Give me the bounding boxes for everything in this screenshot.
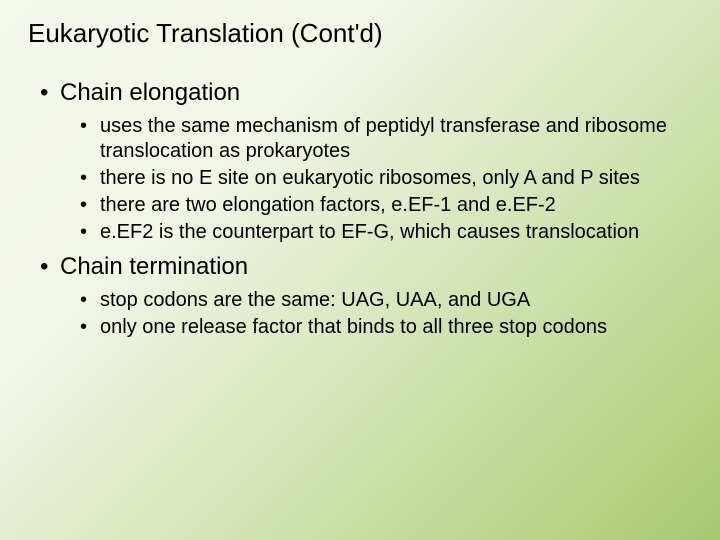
bullet-level1: • — [40, 251, 60, 282]
section-heading: • Chain elongation — [40, 77, 692, 108]
item-text: e.EF2 is the counterpart to EF-G, which … — [100, 220, 672, 245]
bullet-level2: • — [80, 288, 100, 313]
bullet-level2: • — [80, 193, 100, 218]
item-text: there are two elongation factors, e.EF-1… — [100, 193, 672, 218]
list-item: • there is no E site on eukaryotic ribos… — [80, 166, 692, 191]
bullet-level2: • — [80, 220, 100, 245]
item-text: there is no E site on eukaryotic ribosom… — [100, 166, 672, 191]
slide-title: Eukaryotic Translation (Cont'd) — [28, 18, 692, 49]
list-item: • e.EF2 is the counterpart to EF-G, whic… — [80, 220, 692, 245]
bullet-level2: • — [80, 166, 100, 191]
bullet-level1: • — [40, 77, 60, 108]
item-text: uses the same mechanism of peptidyl tran… — [100, 114, 672, 164]
item-text: only one release factor that binds to al… — [100, 315, 672, 340]
list-item: • only one release factor that binds to … — [80, 315, 692, 340]
heading-text: Chain termination — [60, 251, 692, 282]
bullet-level2: • — [80, 315, 100, 340]
section-heading: • Chain termination — [40, 251, 692, 282]
list-item: • there are two elongation factors, e.EF… — [80, 193, 692, 218]
list-item: • stop codons are the same: UAG, UAA, an… — [80, 288, 692, 313]
item-text: stop codons are the same: UAG, UAA, and … — [100, 288, 672, 313]
bullet-level2: • — [80, 114, 100, 139]
heading-text: Chain elongation — [60, 77, 692, 108]
list-item: • uses the same mechanism of peptidyl tr… — [80, 114, 692, 164]
